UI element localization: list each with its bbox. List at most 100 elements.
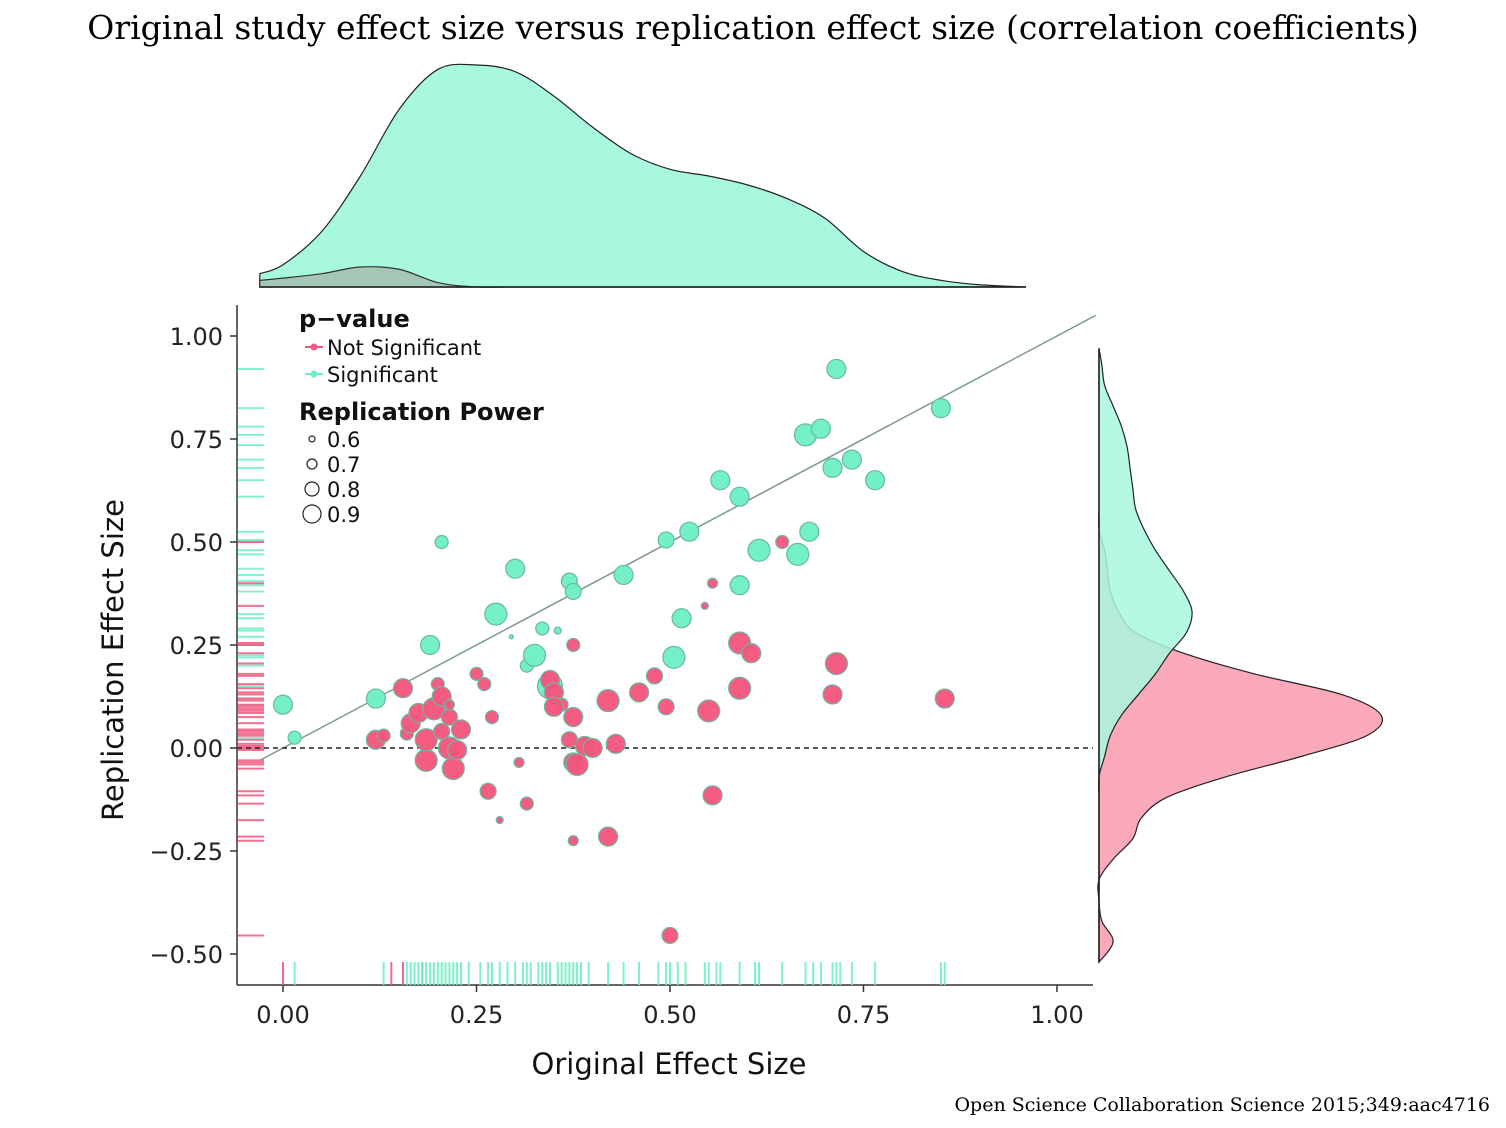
point-not-significant <box>728 676 752 700</box>
point-not-significant <box>543 696 565 717</box>
point-significant <box>505 558 526 579</box>
legend-size-title: Replication Power <box>299 398 544 426</box>
point-not-significant <box>697 699 721 723</box>
rug-marks <box>238 367 946 985</box>
point-significant <box>679 521 700 542</box>
point-not-significant <box>450 719 472 740</box>
y-tick-label: 0.50 <box>170 529 223 557</box>
point-significant <box>729 486 750 507</box>
point-significant <box>553 626 562 635</box>
point-not-significant <box>775 534 790 550</box>
legend-size-label-0.6: 0.6 <box>327 428 360 452</box>
x-tick-label: 0.75 <box>837 1001 890 1029</box>
point-not-significant <box>700 601 709 610</box>
point-not-significant <box>447 739 468 761</box>
point-significant <box>508 634 514 640</box>
legend-size-label-0.8: 0.8 <box>327 478 360 502</box>
point-not-significant <box>565 752 589 777</box>
legend-not-significant-dot <box>310 343 318 351</box>
point-significant <box>522 643 547 667</box>
source-credit: Open Science Collaboration Science 2015;… <box>954 1094 1490 1116</box>
point-not-significant <box>414 748 438 772</box>
point-not-significant <box>661 926 679 945</box>
point-not-significant <box>563 706 584 728</box>
point-significant <box>799 521 820 542</box>
point-not-significant <box>628 682 650 703</box>
x-tick-label: 0.25 <box>450 1001 503 1029</box>
point-not-significant <box>376 728 391 743</box>
point-significant <box>841 449 862 470</box>
point-not-significant <box>477 677 492 692</box>
legend-size-0.6 <box>308 435 316 443</box>
point-not-significant <box>519 796 534 811</box>
point-significant <box>930 398 952 419</box>
right-marginal-density <box>1097 348 1384 965</box>
point-not-significant <box>484 709 500 725</box>
point-not-significant <box>469 666 484 681</box>
point-not-significant <box>479 782 497 800</box>
x-axis-title: Original Effect Size <box>532 1047 807 1081</box>
point-significant <box>657 531 675 549</box>
point-significant <box>484 602 508 626</box>
y-axis-ticks: −0.50 −0.25 0.00 0.25 0.50 0.75 1.00 <box>149 323 237 969</box>
point-significant <box>810 418 832 439</box>
legend-significant-label: Significant <box>327 363 438 387</box>
y-tick-label: 0.25 <box>170 632 223 660</box>
point-significant <box>613 564 634 586</box>
point-not-significant <box>566 637 581 653</box>
point-not-significant <box>495 815 504 825</box>
legend-not-significant-label: Not Significant <box>327 336 481 360</box>
y-axis-title: Replication Effect Size <box>96 499 130 821</box>
x-tick-label: 1.00 <box>1030 1001 1083 1029</box>
point-not-significant <box>706 577 719 589</box>
legend-size-label-0.7: 0.7 <box>327 453 360 477</box>
y-tick-label: 0.00 <box>170 735 223 763</box>
point-significant <box>535 621 550 636</box>
point-not-significant <box>597 826 619 847</box>
point-significant <box>865 470 886 491</box>
point-not-significant <box>741 643 762 664</box>
point-not-significant <box>443 699 456 711</box>
point-not-significant <box>824 651 849 676</box>
point-not-significant <box>702 785 723 806</box>
point-significant <box>287 730 302 745</box>
y-tick-label: 1.00 <box>170 323 223 351</box>
point-not-significant <box>596 689 620 713</box>
x-tick-label: 0.00 <box>256 1001 309 1029</box>
point-not-significant <box>441 756 465 781</box>
point-significant <box>786 542 810 566</box>
point-not-significant <box>567 835 579 847</box>
point-not-significant <box>414 728 438 752</box>
y-tick-label: −0.50 <box>149 941 223 969</box>
point-significant <box>729 575 750 596</box>
x-axis-ticks: 0.00 0.25 0.50 0.75 1.00 <box>256 985 1084 1029</box>
x-tick-label: 0.50 <box>643 1001 696 1029</box>
point-not-significant <box>605 733 626 754</box>
point-significant <box>419 634 441 656</box>
plot-area: 0.00 0.25 0.50 0.75 1.00 −0.50−0.250.000.250… <box>149 305 1097 1029</box>
legend-size-0.9 <box>302 504 322 524</box>
point-significant <box>564 582 582 601</box>
point-significant <box>662 645 686 669</box>
point-not-significant <box>645 667 664 685</box>
y-tick-label: −0.25 <box>149 838 223 866</box>
point-significant <box>671 608 692 629</box>
point-significant <box>822 457 843 478</box>
point-significant <box>365 688 386 709</box>
density-significant-x <box>259 63 1027 288</box>
legend-color-title: p−value <box>299 305 410 333</box>
legend-size-0.7 <box>306 458 318 470</box>
top-marginal-density <box>259 63 1027 288</box>
point-significant <box>272 694 294 715</box>
point-significant <box>747 538 771 562</box>
point-not-significant <box>582 737 603 759</box>
point-not-significant <box>822 684 843 705</box>
legend-significant-dot <box>310 370 318 378</box>
point-significant <box>710 470 731 491</box>
point-not-significant <box>934 688 955 709</box>
legend-size-0.8 <box>304 481 320 497</box>
y-tick-label: 0.75 <box>170 426 223 454</box>
point-significant <box>434 534 449 550</box>
point-not-significant <box>392 678 414 699</box>
